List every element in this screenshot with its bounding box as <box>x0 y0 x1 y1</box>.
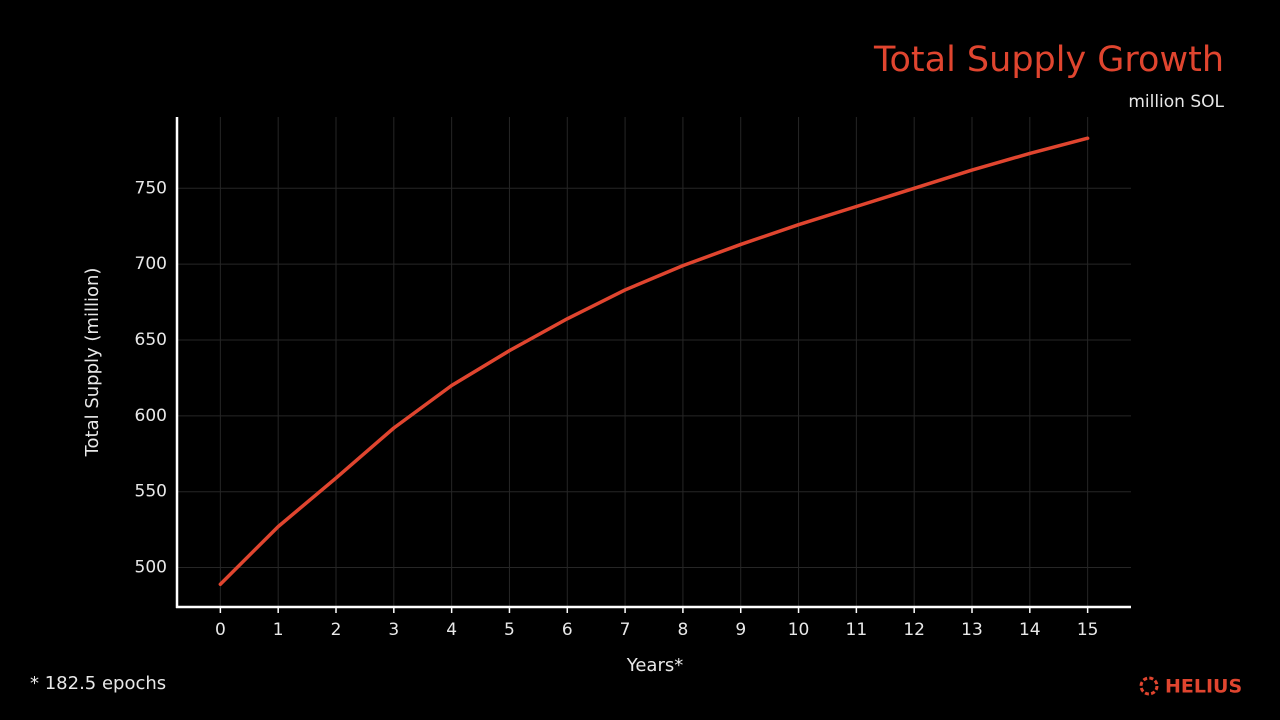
y-tick-label: 750 <box>135 178 167 198</box>
series-line <box>218 136 1090 586</box>
x-tick-label: 11 <box>846 620 868 640</box>
y-tick-label: 500 <box>135 558 167 578</box>
y-tick-label: 550 <box>135 482 167 502</box>
chart-subtitle: million SOL <box>1128 92 1224 112</box>
x-tick-label: 14 <box>1019 620 1041 640</box>
chart-title: Total Supply Growth <box>873 40 1224 80</box>
x-tick-label: 5 <box>504 620 515 640</box>
x-tick-label: 12 <box>903 620 925 640</box>
y-axis-label: Total Supply (million) <box>82 268 103 458</box>
x-tick-label: 15 <box>1077 620 1099 640</box>
brand-logo: HELIUS <box>1139 676 1242 698</box>
x-tick-label: 9 <box>735 620 746 640</box>
plot <box>218 136 1090 586</box>
x-tick-label: 0 <box>215 620 226 640</box>
x-tick-label: 7 <box>620 620 631 640</box>
x-tick-label: 13 <box>961 620 983 640</box>
x-tick-label: 4 <box>446 620 457 640</box>
x-tick-label: 6 <box>562 620 573 640</box>
y-tick-label: 700 <box>135 254 167 274</box>
brand-name: HELIUS <box>1165 676 1242 698</box>
footnote: * 182.5 epochs <box>30 673 166 694</box>
x-tick-label: 1 <box>273 620 284 640</box>
x-tick-label: 8 <box>677 620 688 640</box>
x-tick-label: 2 <box>331 620 342 640</box>
x-axis-label: Years* <box>626 655 684 676</box>
x-tick-label: 3 <box>388 620 399 640</box>
y-tick-label: 650 <box>135 330 167 350</box>
x-tick-label: 10 <box>788 620 810 640</box>
brand-icon <box>1139 676 1159 696</box>
y-tick-label: 600 <box>135 406 167 426</box>
grid <box>177 117 1131 607</box>
